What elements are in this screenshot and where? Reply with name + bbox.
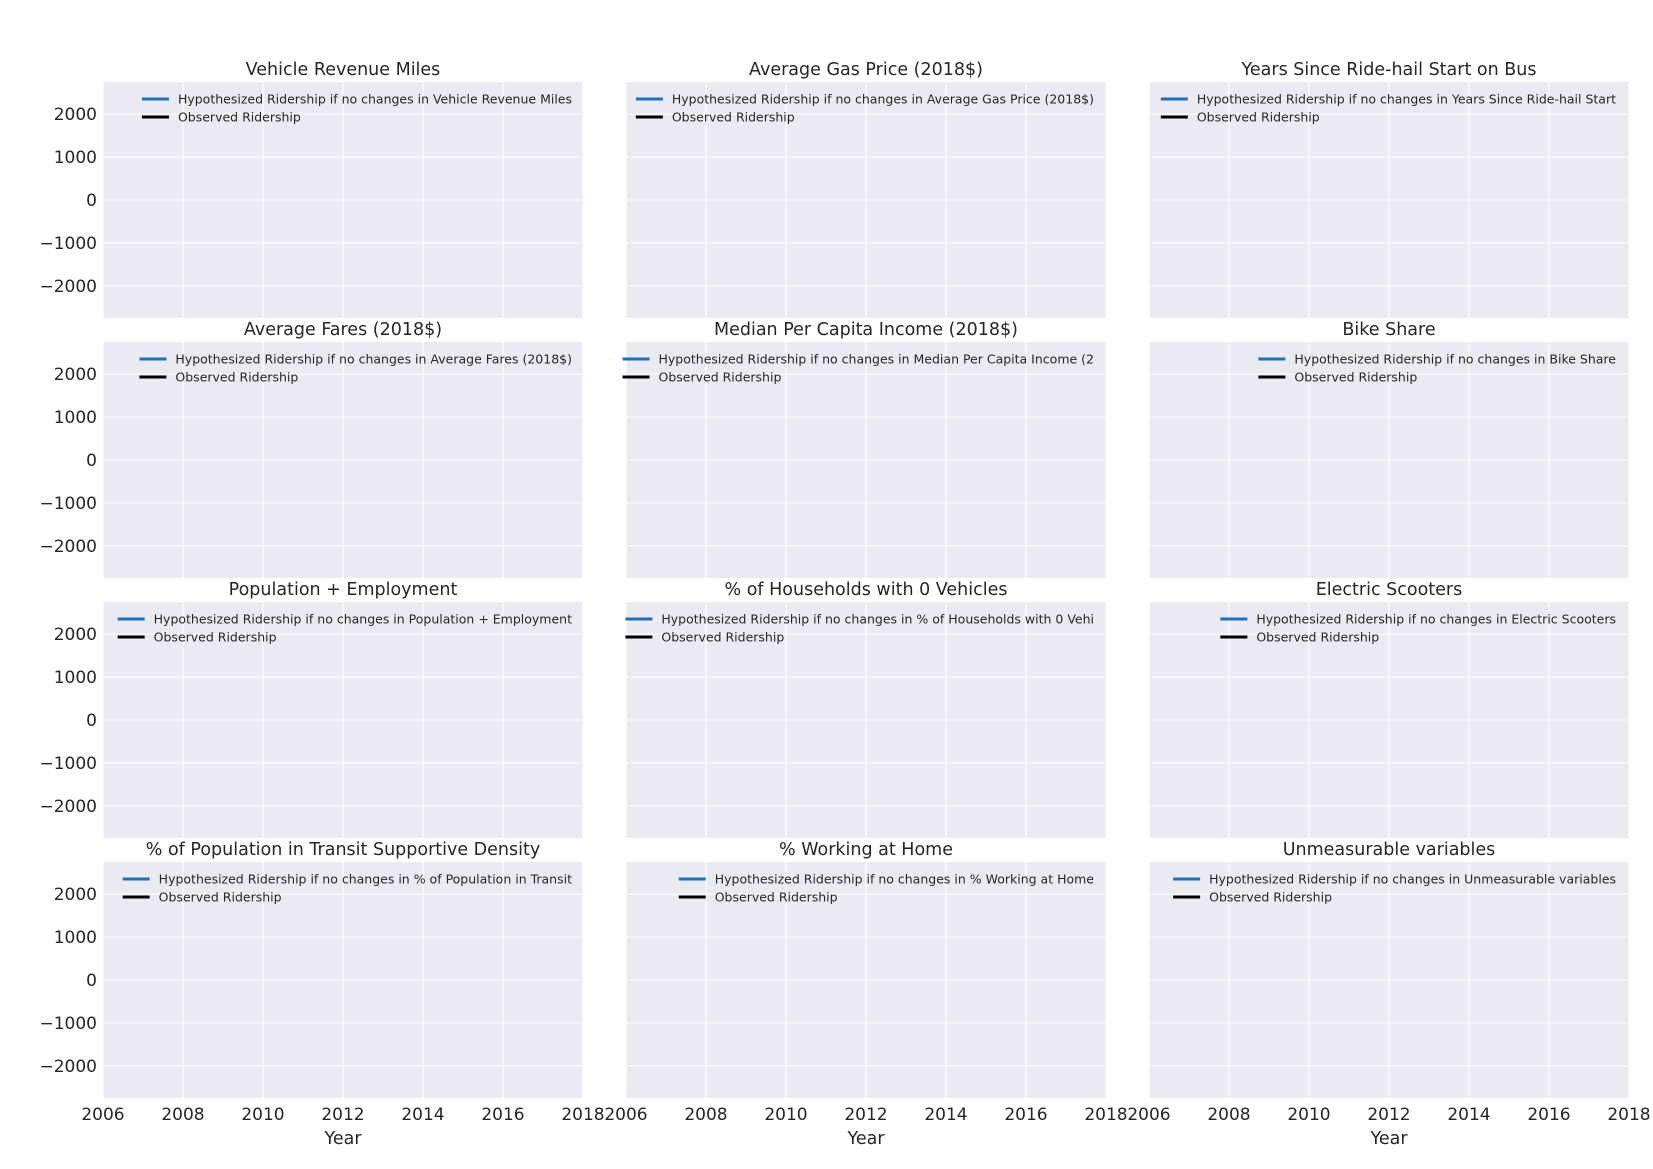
x-tick-label: 2016 (481, 1105, 524, 1125)
subplot-1: Vehicle Revenue Miles 2000 1000 0 −1000 −2000… (39, 60, 584, 318)
x-tick-label: 2006 (81, 1105, 124, 1125)
x-tick-label: 2010 (764, 1105, 807, 1125)
x-axis-label: Year (323, 1129, 362, 1149)
legend-label-observed: Observed Ridership (159, 890, 282, 905)
y-tick-label: 1000 (54, 668, 97, 688)
x-axis-label: Year (1369, 1129, 1408, 1149)
subplot-5: Median Per Capita Income (2018$) Hypothes… (622, 320, 1107, 578)
x-tick-label: 2016 (1527, 1105, 1570, 1125)
panel-title: % Working at Home (779, 840, 953, 860)
x-tick-label: 2014 (924, 1105, 967, 1125)
legend-label-hypothesized: Hypothesized Ridership if no changes in … (661, 612, 1094, 627)
legend-label-hypothesized: Hypothesized Ridership if no changes in … (659, 352, 1095, 367)
legend-label-observed: Observed Ridership (661, 630, 784, 645)
subplot-10: % of Population in Transit Supportive De… (39, 840, 604, 1149)
panel-title: % of Population in Transit Supportive De… (146, 840, 540, 860)
x-tick-label: 2018 (1084, 1105, 1127, 1125)
legend-label-hypothesized: Hypothesized Ridership if no changes in … (1256, 612, 1616, 627)
subplot-3: Years Since Ride-hail Start on Bus Hypoth… (1148, 60, 1630, 318)
x-tick-label: 2010 (1287, 1105, 1330, 1125)
panel-title: Bike Share (1342, 320, 1435, 340)
legend-label-observed: Observed Ridership (178, 110, 301, 125)
y-tick-label: 2000 (54, 105, 97, 125)
subplot-2: Average Gas Price (2018$) Hypothesized Ri… (625, 60, 1107, 318)
panel-title: Median Per Capita Income (2018$) (714, 320, 1018, 340)
panel-title: Average Fares (2018$) (244, 320, 442, 340)
legend-label-hypothesized: Hypothesized Ridership if no changes in … (175, 352, 572, 367)
panel-title: Unmeasurable variables (1283, 840, 1496, 860)
panel-title: Population + Employment (229, 580, 458, 600)
panel-title: % of Households with 0 Vehicles (725, 580, 1008, 600)
subplot-7: Population + Employment 2000 1000 0 −1000 −20… (39, 580, 584, 838)
legend-label-observed: Observed Ridership (1294, 370, 1417, 385)
x-tick-label: 2018 (1607, 1105, 1650, 1125)
legend-label-observed: Observed Ridership (715, 890, 838, 905)
legend-label-observed: Observed Ridership (1256, 630, 1379, 645)
y-tick-label: −1000 (39, 1014, 97, 1034)
x-tick-label: 2008 (161, 1105, 204, 1125)
subplot-11: % Working at Home 2006 2008 2010 2012 2014 201… (604, 840, 1127, 1149)
y-tick-label: 1000 (54, 408, 97, 428)
legend-label-observed: Observed Ridership (154, 630, 277, 645)
x-tick-label: 2014 (401, 1105, 444, 1125)
legend-label-hypothesized: Hypothesized Ridership if no changes in … (715, 872, 1095, 887)
x-tick-label: 2008 (1207, 1105, 1250, 1125)
legend-label-observed: Observed Ridership (1209, 890, 1332, 905)
x-tick-label: 2012 (1367, 1105, 1410, 1125)
y-tick-label: −1000 (39, 494, 97, 514)
legend-label-hypothesized: Hypothesized Ridership if no changes in … (159, 872, 572, 887)
y-tick-label: 1000 (54, 928, 97, 948)
x-axis-label: Year (846, 1129, 885, 1149)
y-tick-label: −2000 (39, 797, 97, 817)
panel-title: Years Since Ride-hail Start on Bus (1241, 60, 1537, 80)
legend-label-observed: Observed Ridership (659, 370, 782, 385)
panel-title: Electric Scooters (1316, 580, 1463, 600)
subplot-6: Bike Share Hypothesized Ridership if no c… (1148, 320, 1630, 578)
x-tick-label: 2006 (1127, 1105, 1170, 1125)
x-tick-label: 2014 (1447, 1105, 1490, 1125)
panel-title: Vehicle Revenue Miles (246, 60, 441, 80)
subplot-4: Average Fares (2018$) 2000 1000 0 −1000 −2000… (39, 320, 584, 578)
y-tick-label: 1000 (54, 148, 97, 168)
x-tick-label: 2008 (684, 1105, 727, 1125)
y-tick-label: −1000 (39, 754, 97, 774)
legend-label-observed: Observed Ridership (175, 370, 298, 385)
x-tick-label: 2018 (561, 1105, 604, 1125)
x-tick-label: 2012 (844, 1105, 887, 1125)
y-tick-label: 0 (86, 191, 97, 211)
legend-label-hypothesized: Hypothesized Ridership if no changes in … (178, 92, 572, 107)
y-tick-label: 0 (86, 971, 97, 991)
y-tick-label: −1000 (39, 234, 97, 254)
subplot-12: Unmeasurable variables 2006 2008 2010 2012 20… (1127, 840, 1650, 1149)
y-tick-label: 2000 (54, 885, 97, 905)
panel-title: Average Gas Price (2018$) (749, 60, 983, 80)
x-tick-label: 2012 (321, 1105, 364, 1125)
x-tick-label: 2006 (604, 1105, 647, 1125)
x-tick-label: 2010 (241, 1105, 284, 1125)
legend-label-hypothesized: Hypothesized Ridership if no changes in … (1294, 352, 1616, 367)
legend-label-observed: Observed Ridership (1197, 110, 1320, 125)
y-tick-label: 2000 (54, 625, 97, 645)
y-tick-label: 2000 (54, 365, 97, 385)
subplot-9: Electric Scooters Hypothesized Ridership … (1148, 580, 1630, 838)
y-tick-label: −2000 (39, 277, 97, 297)
legend-label-hypothesized: Hypothesized Ridership if no changes in … (672, 92, 1094, 107)
x-tick-label: 2016 (1004, 1105, 1047, 1125)
legend-label-observed: Observed Ridership (672, 110, 795, 125)
y-tick-label: −2000 (39, 537, 97, 557)
legend-label-hypothesized: Hypothesized Ridership if no changes in … (154, 612, 572, 627)
y-tick-label: 0 (86, 711, 97, 731)
y-tick-label: −2000 (39, 1057, 97, 1077)
legend-label-hypothesized: Hypothesized Ridership if no changes in … (1209, 872, 1616, 887)
y-tick-label: 0 (86, 451, 97, 471)
legend-label-hypothesized: Hypothesized Ridership if no changes in … (1197, 92, 1616, 107)
subplot-8: % of Households with 0 Vehicles Hypothesi… (625, 580, 1107, 838)
